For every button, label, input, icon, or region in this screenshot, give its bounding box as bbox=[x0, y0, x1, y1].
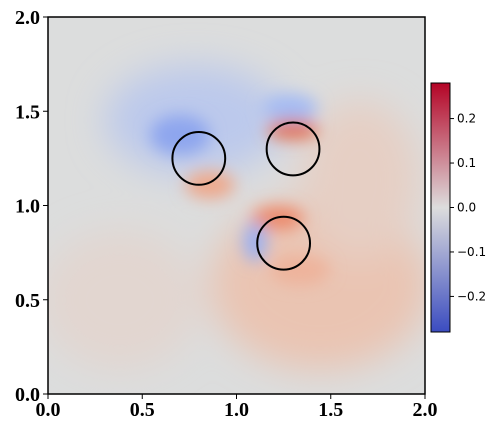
y-tick-label: 2.0 bbox=[15, 7, 40, 29]
circle bbox=[256, 215, 312, 271]
colorbar bbox=[430, 82, 451, 333]
colorbar-tick-label: −0.2 bbox=[457, 289, 486, 303]
y-tick-label: 0.5 bbox=[15, 290, 40, 312]
field bbox=[48, 17, 425, 394]
x-tick-label: 2.0 bbox=[413, 399, 438, 421]
colorbar-tick-label: 0.2 bbox=[457, 112, 476, 126]
y-tick-label: 0.0 bbox=[15, 384, 40, 406]
colorbar-tick-label: 0.0 bbox=[457, 201, 476, 215]
circle bbox=[171, 130, 227, 186]
circle bbox=[265, 121, 321, 177]
x-tick-label: 0.0 bbox=[36, 399, 61, 421]
colorbar-tick-label: −0.1 bbox=[457, 245, 486, 259]
x-tick-label: 0.5 bbox=[130, 399, 155, 421]
y-tick-label: 1.5 bbox=[15, 101, 40, 123]
y-tick-label: 1.0 bbox=[15, 196, 40, 218]
x-tick-label: 1.5 bbox=[318, 399, 343, 421]
colorbar-tick-label: 0.1 bbox=[457, 156, 476, 170]
x-tick-label: 1.0 bbox=[224, 399, 249, 421]
